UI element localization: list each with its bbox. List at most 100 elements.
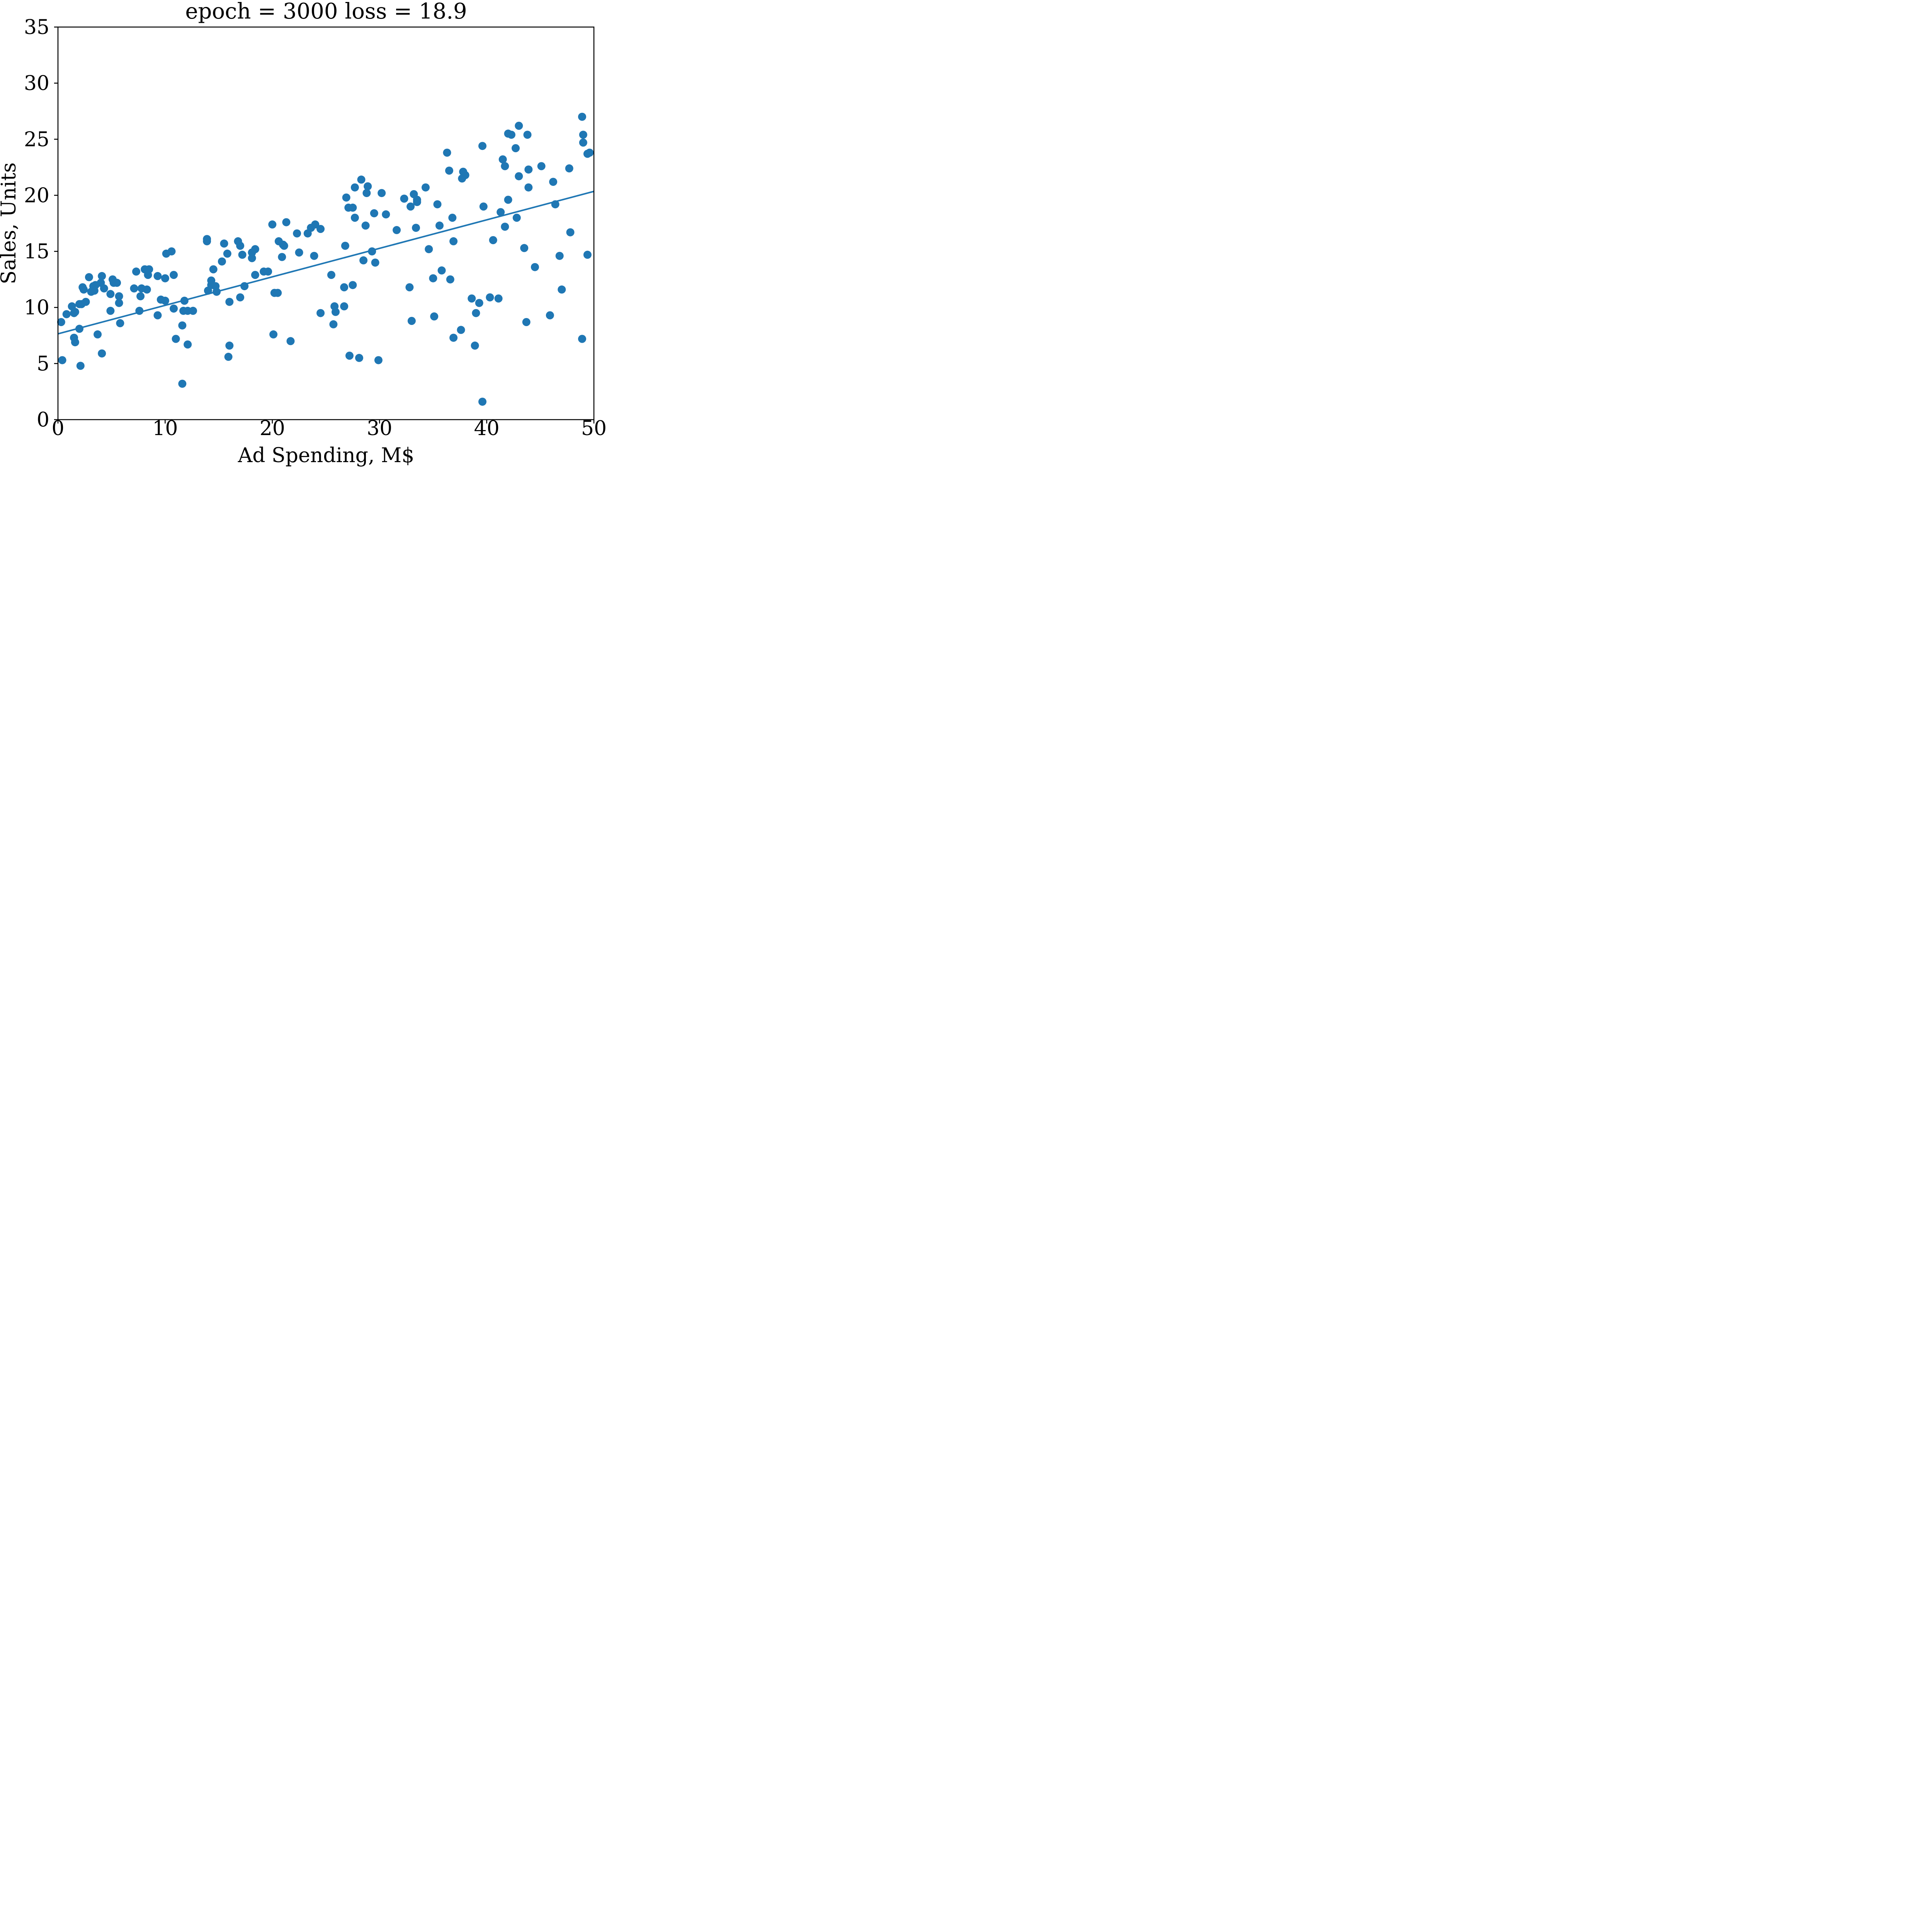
data-point-187 (565, 164, 573, 173)
chart-title: epoch = 3000 loss = 18.9 (185, 0, 467, 24)
data-point-147 (448, 214, 457, 222)
data-point-81 (251, 271, 259, 279)
data-point-192 (579, 138, 587, 147)
data-point-123 (370, 209, 378, 218)
data-point-189 (578, 112, 586, 121)
data-point-149 (449, 333, 458, 342)
chart-figure: epoch = 3000 loss = 18.9 0 10 20 30 40 50 0 5 10… (0, 0, 606, 477)
data-point-128 (393, 226, 401, 234)
data-point-99 (310, 252, 318, 260)
data-point-1 (58, 356, 66, 364)
data-point-120 (362, 189, 371, 197)
data-point-15 (85, 273, 93, 281)
data-point-76 (236, 293, 245, 302)
data-point-118 (359, 256, 368, 265)
data-point-117 (357, 175, 366, 184)
data-point-85 (269, 330, 278, 338)
data-point-84 (268, 220, 277, 229)
data-point-170 (507, 131, 515, 139)
data-point-183 (549, 178, 558, 186)
data-point-64 (209, 265, 218, 274)
data-point-188 (566, 228, 575, 236)
x-tick-label-10: 10 (152, 417, 178, 440)
y-tick-label-5: 5 (37, 352, 49, 376)
data-point-150 (457, 326, 465, 334)
data-point-20 (94, 330, 102, 338)
data-point-74 (236, 242, 245, 250)
plot-marks (57, 112, 594, 406)
data-point-131 (406, 202, 415, 211)
data-point-91 (280, 242, 288, 250)
data-point-68 (220, 239, 228, 248)
data-point-95 (295, 248, 303, 257)
data-point-113 (349, 281, 357, 289)
data-point-129 (400, 194, 408, 203)
data-point-87 (274, 289, 282, 297)
data-point-79 (248, 254, 256, 262)
data-point-165 (498, 155, 507, 163)
data-point-160 (479, 202, 488, 211)
data-point-114 (350, 214, 359, 222)
data-point-176 (522, 318, 531, 326)
data-point-115 (350, 183, 359, 192)
data-point-32 (116, 319, 124, 327)
data-point-162 (489, 236, 497, 244)
data-point-112 (349, 203, 357, 212)
data-point-60 (203, 237, 211, 245)
data-point-148 (449, 237, 458, 245)
data-point-173 (515, 172, 523, 180)
plot-frame (57, 26, 595, 420)
data-point-30 (115, 292, 123, 301)
data-point-195 (585, 148, 594, 157)
y-tick-label-30: 30 (24, 72, 49, 95)
data-point-13 (80, 285, 88, 294)
data-point-111 (345, 352, 354, 360)
data-point-98 (311, 220, 320, 229)
data-point-164 (497, 208, 505, 216)
data-point-181 (537, 162, 546, 170)
axis-ticks: 0 10 20 30 40 50 0 5 10 15 20 25 30 35 (24, 16, 606, 440)
data-point-93 (286, 337, 295, 345)
data-point-138 (425, 245, 433, 253)
data-point-67 (218, 257, 226, 266)
data-point-139 (429, 274, 437, 282)
data-point-132 (407, 317, 416, 325)
data-point-24 (100, 284, 108, 293)
x-tick-label-30: 30 (367, 417, 392, 440)
data-point-174 (515, 122, 523, 130)
data-point-155 (471, 341, 479, 350)
data-point-185 (555, 252, 564, 260)
data-point-36 (136, 292, 145, 301)
data-point-23 (98, 349, 106, 358)
y-tick-label-10: 10 (24, 296, 49, 320)
data-point-107 (340, 302, 349, 311)
data-point-29 (113, 279, 121, 287)
data-point-58 (189, 306, 197, 315)
data-point-140 (430, 312, 439, 321)
data-point-194 (583, 250, 592, 259)
data-point-142 (435, 221, 444, 230)
data-point-25 (106, 290, 115, 298)
data-point-145 (445, 167, 453, 175)
data-point-136 (413, 198, 421, 206)
scatter-chart: epoch = 3000 loss = 18.9 0 10 20 30 40 50 0 5 10… (0, 0, 606, 467)
data-point-41 (145, 265, 153, 274)
data-point-6 (71, 338, 79, 347)
data-point-103 (329, 320, 338, 328)
data-point-75 (238, 250, 247, 259)
data-point-167 (501, 223, 509, 231)
data-point-182 (546, 311, 554, 320)
data-point-130 (405, 283, 414, 291)
data-point-177 (523, 131, 532, 139)
data-point-105 (332, 308, 340, 316)
data-point-116 (355, 354, 363, 362)
data-point-46 (161, 274, 169, 282)
y-tick-label-0: 0 (37, 408, 49, 432)
data-point-7 (71, 308, 79, 316)
data-point-9 (76, 362, 85, 370)
data-point-70 (224, 352, 233, 361)
data-point-43 (153, 311, 162, 320)
data-point-72 (225, 341, 234, 350)
data-point-57 (184, 340, 192, 349)
data-point-94 (293, 229, 301, 238)
